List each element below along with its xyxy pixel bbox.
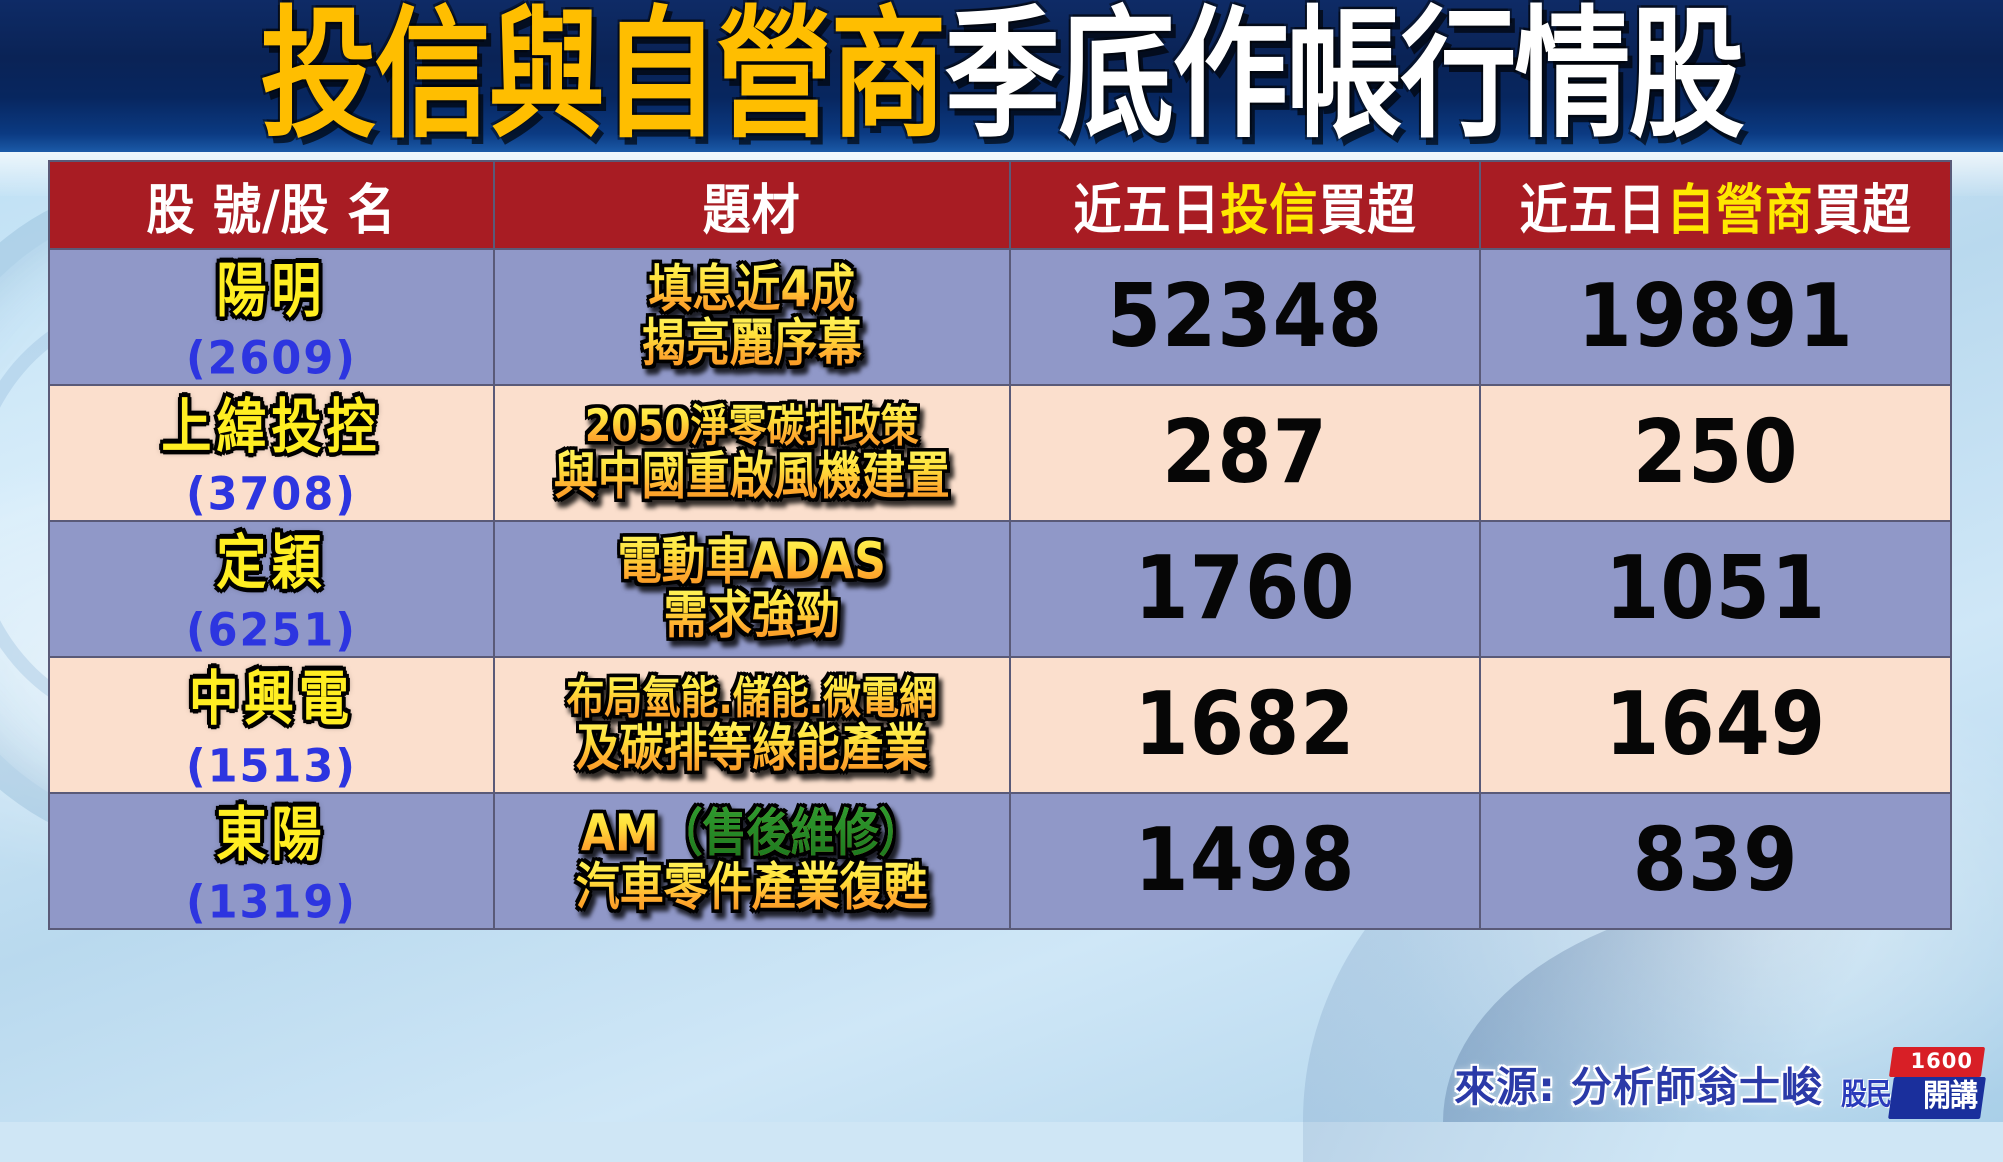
column-header-stock: 股 號/股 名 — [48, 160, 495, 250]
hdr4-pre: 近五日 — [1519, 179, 1667, 242]
page-title-rest: 季底作帳行情股 — [944, 0, 1745, 158]
column-header-dealer: 近五日自營商買超 — [1479, 160, 1952, 250]
dealer-value: 839 — [1632, 810, 1799, 912]
cell-topic: 布局氫能.儲能.微電網 及碳排等綠能產業 — [492, 656, 1011, 794]
stock-code: (6251) — [185, 604, 357, 658]
table-row: 陽明 (2609) 填息近4成 揭亮麗序幕 52348 19891 — [48, 248, 1952, 386]
dealer-value: 250 — [1632, 402, 1799, 504]
topic-line-2: 汽車零件產業復甦 — [495, 860, 1009, 915]
logo-number: 1600 — [1910, 1049, 1973, 1073]
dealer-value: 1051 — [1605, 538, 1827, 640]
hdr4-post: 買超 — [1813, 179, 1912, 242]
topic-line-2: 及碳排等綠能產業 — [495, 721, 1009, 776]
stock-table-container: 股 號/股 名 題材 近五日投信買超 近五日自營商買超 陽明 (2609) 填息近4… — [48, 160, 1952, 930]
cell-stock: 中興電 (1513) — [48, 656, 495, 794]
cell-dealer: 1649 — [1479, 656, 1952, 794]
cell-stock: 陽明 (2609) — [48, 248, 495, 386]
cell-topic: 填息近4成 揭亮麗序幕 — [492, 248, 1011, 386]
hdr3-post: 買超 — [1318, 179, 1417, 242]
stock-table: 股 號/股 名 題材 近五日投信買超 近五日自營商買超 陽明 (2609) 填息近4… — [48, 160, 1952, 930]
page-title-highlight: 投信與自營商 — [260, 0, 947, 158]
table-row: 定穎 (6251) 電動車ADAS 需求強勁 1760 1051 — [48, 520, 1952, 658]
topic-line-2: 與中國重啟風機建置 — [495, 449, 1009, 504]
cell-dealer: 1051 — [1479, 520, 1952, 658]
column-header-invest-trust-label: 近五日投信買超 — [1011, 166, 1480, 244]
column-header-topic: 題材 — [492, 160, 1011, 250]
topic-line-1: AM（售後維修） — [495, 804, 1009, 864]
topic-line-1-main: 布局氫能.儲能.微電網 — [566, 672, 938, 724]
stock-name: 陽明 — [216, 256, 327, 325]
column-header-stock-label: 股 號/股 名 — [146, 179, 397, 242]
topic-line-2: 需求強勁 — [495, 588, 1009, 643]
stock-code: (2609) — [185, 332, 357, 386]
title-banner: 投信與自營商季底作帳行情股 — [0, 0, 2003, 152]
cell-invest-trust: 1682 — [1008, 656, 1482, 794]
table-body: 陽明 (2609) 填息近4成 揭亮麗序幕 52348 19891 上緯投控 (3708) 20… — [48, 248, 1952, 930]
topic-line-1: 電動車ADAS — [495, 535, 1009, 590]
topic-line-1: 填息近4成 — [495, 263, 1009, 318]
hdr3-pre: 近五日 — [1073, 179, 1221, 242]
source-credit: 來源: 分析師翁士峻 — [1454, 1063, 1823, 1111]
invest-trust-value: 287 — [1162, 402, 1328, 504]
stock-code: (1513) — [185, 740, 357, 794]
cell-stock: 東陽 (1319) — [48, 792, 495, 930]
topic-line-2: 揭亮麗序幕 — [495, 316, 1009, 371]
hdr3-highlight: 投信 — [1220, 179, 1319, 242]
table-row: 上緯投控 (3708) 2050淨零碳排政策 與中國重啟風機建置 287 250 — [48, 384, 1952, 522]
cell-invest-trust: 52348 — [1008, 248, 1482, 386]
dealer-value: 19891 — [1577, 266, 1854, 368]
stock-code: (3708) — [185, 468, 357, 522]
cell-invest-trust: 1498 — [1008, 792, 1482, 930]
cell-dealer: 839 — [1479, 792, 1952, 930]
cell-stock: 上緯投控 (3708) — [48, 384, 495, 522]
stock-name: 上緯投控 — [161, 392, 382, 461]
cell-invest-trust: 287 — [1008, 384, 1482, 522]
cell-stock: 定穎 (6251) — [48, 520, 495, 658]
column-header-topic-label: 題材 — [702, 179, 801, 242]
cell-topic: 2050淨零碳排政策 與中國重啟風機建置 — [492, 384, 1011, 522]
dealer-value: 1649 — [1605, 674, 1827, 776]
invest-trust-value: 1760 — [1134, 538, 1356, 640]
footer-bar: 來源: 分析師翁士峻 股民 1600 開講 — [0, 1044, 2003, 1122]
cell-topic: 電動車ADAS 需求強勁 — [492, 520, 1011, 658]
table-header-row: 股 號/股 名 題材 近五日投信買超 近五日自營商買超 — [48, 160, 1952, 250]
channel-logo: 股民 1600 開講 — [1841, 1047, 1986, 1119]
topic-line-1-main: AM — [580, 804, 659, 864]
column-header-invest-trust: 近五日投信買超 — [1008, 160, 1482, 250]
stock-name: 中興電 — [188, 664, 354, 733]
cell-dealer: 19891 — [1479, 248, 1952, 386]
table-row: 東陽 (1319) AM（售後維修） 汽車零件產業復甦 1498 839 — [48, 792, 1952, 930]
topic-line-1-main: 電動車ADAS — [617, 532, 886, 592]
topic-line-1: 2050淨零碳排政策 — [495, 402, 1009, 450]
invest-trust-value: 1498 — [1134, 810, 1356, 912]
table-header: 股 號/股 名 題材 近五日投信買超 近五日自營商買超 — [48, 160, 1952, 250]
hdr4-highlight: 自營商 — [1666, 179, 1814, 242]
stock-name: 定穎 — [216, 528, 327, 597]
stock-name: 東陽 — [216, 800, 327, 869]
topic-line-1-main: 2050淨零碳排政策 — [584, 400, 919, 452]
cell-invest-trust: 1760 — [1008, 520, 1482, 658]
page-title: 投信與自營商季底作帳行情股 — [261, 5, 1745, 147]
logo-text-left: 股民 — [1841, 1078, 1892, 1113]
table-row: 中興電 (1513) 布局氫能.儲能.微電網 及碳排等綠能產業 1682 1649 — [48, 656, 1952, 794]
cell-topic: AM（售後維修） 汽車零件產業復甦 — [492, 792, 1011, 930]
topic-line-1-green: （售後維修） — [658, 804, 923, 864]
logo-text-right: 開講 — [1922, 1077, 1978, 1114]
topic-line-1-main: 填息近4成 — [648, 260, 856, 320]
topic-line-1: 布局氫能.儲能.微電網 — [495, 674, 1009, 722]
stock-code: (1319) — [185, 876, 357, 930]
invest-trust-value: 1682 — [1134, 674, 1356, 776]
column-header-dealer-label: 近五日自營商買超 — [1481, 166, 1950, 244]
cell-dealer: 250 — [1479, 384, 1952, 522]
invest-trust-value: 52348 — [1106, 266, 1384, 368]
